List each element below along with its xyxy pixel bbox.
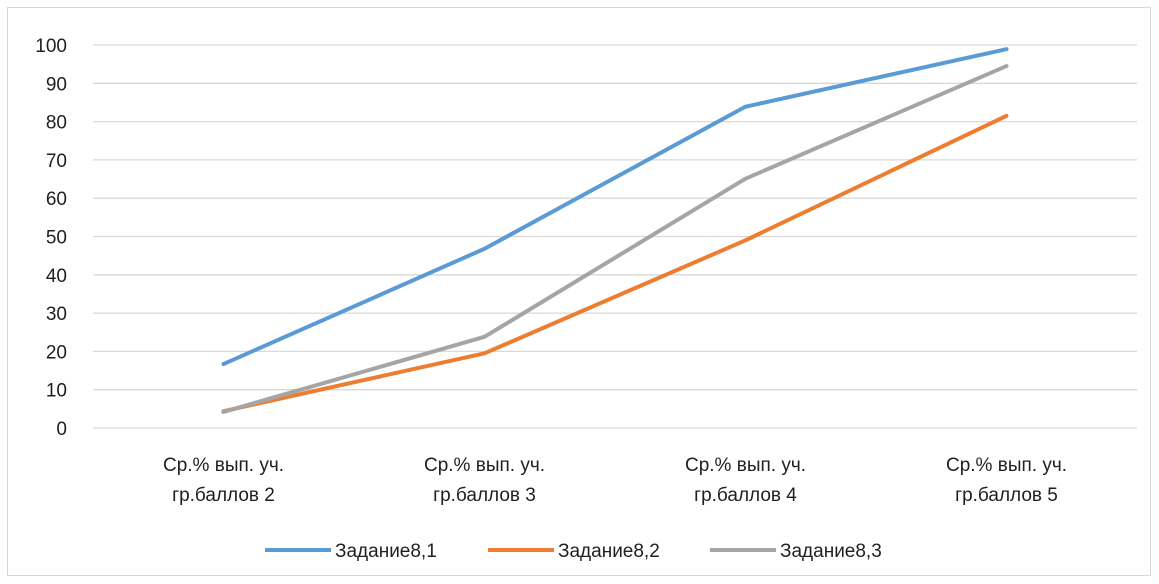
y-tick-label: 90	[46, 74, 67, 95]
y-tick-label: 10	[46, 381, 67, 402]
y-tick-label: 30	[46, 304, 67, 325]
y-tick-label: 40	[46, 266, 67, 287]
y-tick-label: 100	[35, 36, 67, 57]
y-tick-label: 60	[46, 189, 67, 210]
series-line-1	[221, 47, 1009, 367]
x-tick-label: Ср.% вып. уч. гр.баллов 2	[163, 455, 284, 506]
legend-label: Задание8,3	[780, 541, 882, 562]
series-line-2	[221, 113, 1009, 414]
y-tick-label: 50	[46, 228, 67, 249]
legend-label: Задание8,2	[558, 541, 660, 562]
legend-label: Задание8,1	[335, 541, 437, 562]
x-tick-label: Ср.% вып. уч. гр.баллов 5	[946, 455, 1067, 506]
y-tick-label: 70	[46, 151, 67, 172]
chart-frame	[7, 7, 1151, 576]
x-tick-label: Ср.% вып. уч. гр.баллов 3	[424, 455, 545, 506]
x-tick-label: Ср.% вып. уч. гр.баллов 4	[685, 455, 806, 506]
series-line-3	[221, 64, 1009, 414]
y-tick-label: 0	[56, 419, 67, 440]
y-tick-label: 80	[46, 113, 67, 134]
y-tick-label: 20	[46, 342, 67, 363]
